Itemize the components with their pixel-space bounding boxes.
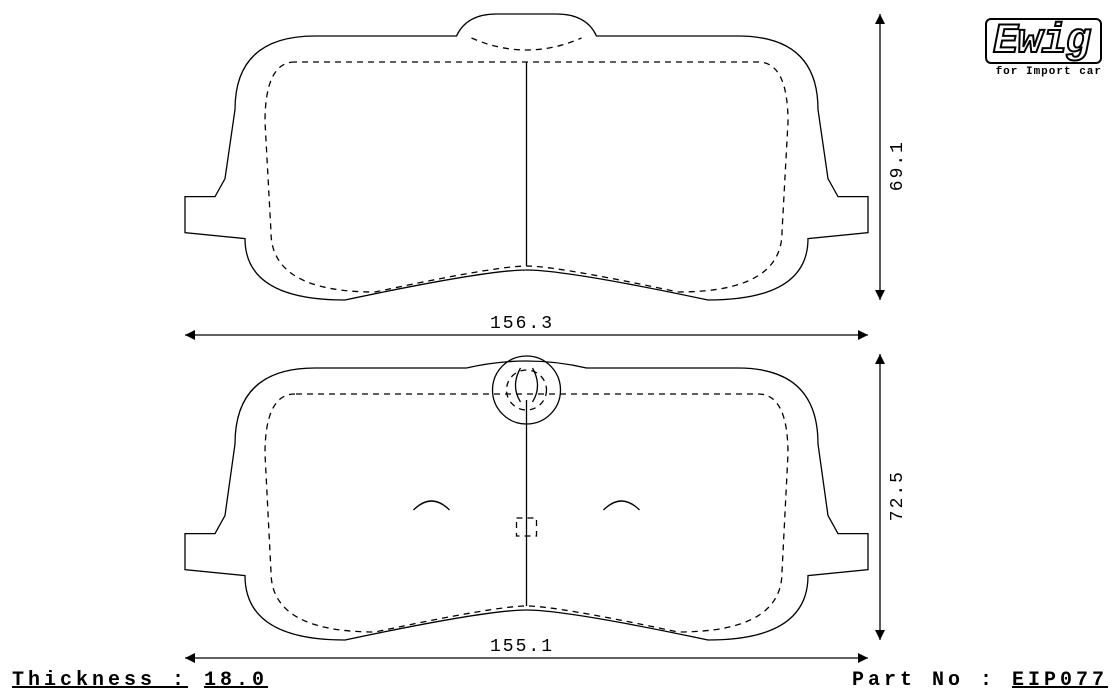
dim-bottom-width: 155.1 — [490, 637, 554, 657]
thickness-footer: Thickness : 18.0 — [12, 669, 268, 692]
technical-drawing-svg — [0, 0, 1120, 700]
dim-top-width: 156.3 — [490, 314, 554, 334]
partno-footer: Part No : EIP077 — [852, 669, 1108, 692]
partno-label: Part No : — [852, 669, 996, 692]
partno-value: EIP077 — [1012, 669, 1108, 692]
brand-logo: Ewig for Import car — [985, 18, 1102, 78]
thickness-label: Thickness : — [12, 669, 188, 692]
logo-sub-text: for Import car — [985, 66, 1102, 78]
thickness-value: 18.0 — [204, 669, 268, 692]
logo-main-text: Ewig — [985, 18, 1102, 64]
drawing-canvas: 156.3 155.1 69.1 72.5 Thickness : 18.0 P… — [0, 0, 1120, 700]
dim-top-height: 69.1 — [888, 140, 908, 191]
dim-bottom-height: 72.5 — [888, 470, 908, 521]
